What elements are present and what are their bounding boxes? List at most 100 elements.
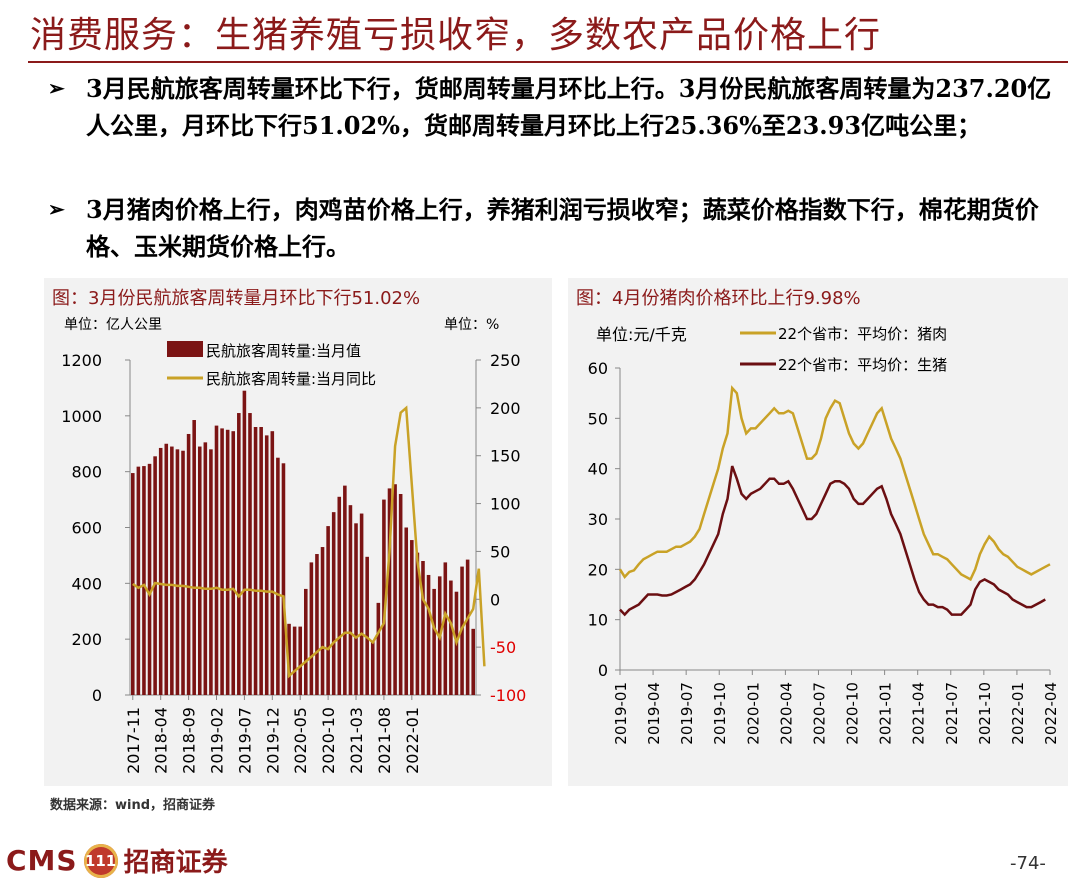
bar bbox=[225, 429, 230, 695]
bar bbox=[443, 562, 448, 695]
x-tick-label: 2020-10 bbox=[844, 682, 862, 745]
bar bbox=[348, 505, 353, 695]
x-tick-label: 2019-07 bbox=[235, 707, 254, 774]
y-tick-label: 10 bbox=[588, 611, 608, 630]
bar bbox=[343, 485, 347, 695]
x-tick-label: 2020-07 bbox=[810, 682, 828, 745]
pork-price-line bbox=[618, 385, 1051, 582]
bar bbox=[270, 431, 275, 695]
x-tick-label: 2018-04 bbox=[152, 707, 171, 774]
bar bbox=[153, 456, 157, 695]
x-tick-label: 2022-01 bbox=[403, 707, 422, 774]
bar bbox=[248, 413, 252, 695]
pork-chart-panel: 图：4月份猪肉价格环比上行9.98% 单位:元/千克 22个省市：平均价：猪肉 … bbox=[568, 278, 1068, 786]
page-number: -74- bbox=[1010, 853, 1046, 874]
bar bbox=[415, 552, 420, 695]
bar bbox=[331, 512, 336, 695]
aviation-chart-panel: 图：3月份民航旅客周转量月环比下行51.02% 单位：亿人公里 单位：% 民航旅… bbox=[44, 278, 552, 786]
left-tick-label: 1200 bbox=[61, 351, 102, 370]
right-tick-label: 50 bbox=[490, 542, 510, 561]
logo-cms-text: CMS bbox=[6, 844, 78, 877]
bar bbox=[136, 466, 141, 695]
x-tick-label: 2022-01 bbox=[1009, 682, 1027, 745]
bar bbox=[304, 588, 308, 695]
bar bbox=[298, 626, 302, 695]
bar bbox=[142, 466, 146, 695]
bar bbox=[449, 580, 453, 695]
bar bbox=[175, 449, 180, 695]
bar bbox=[264, 435, 269, 695]
bar bbox=[382, 499, 386, 695]
bullet-agriculture: ➢ 3月猪肉价格上行，肉鸡苗价格上行，养猪利润亏损收窄；蔬菜价格指数下行，棉花期… bbox=[48, 191, 1062, 265]
bar bbox=[181, 450, 185, 695]
bar bbox=[281, 463, 286, 695]
bar bbox=[197, 446, 202, 695]
left-tick-label: 800 bbox=[71, 463, 102, 482]
legend-bar-swatch bbox=[167, 341, 203, 357]
bar bbox=[315, 554, 319, 695]
legend-hog-label: 22个省市：平均价：生猪 bbox=[778, 356, 947, 374]
x-tick-label: 2021-01 bbox=[877, 682, 895, 745]
right-tick-label: 200 bbox=[490, 399, 521, 418]
bar bbox=[292, 626, 297, 695]
bar bbox=[203, 442, 208, 695]
x-tick-label: 2019-07 bbox=[678, 682, 696, 745]
right-tick-label: 150 bbox=[490, 447, 521, 466]
x-tick-label: 2021-10 bbox=[976, 682, 994, 745]
left-tick-label: 1000 bbox=[61, 407, 102, 426]
x-tick-label: 2017-11 bbox=[124, 707, 143, 774]
x-tick-label: 2020-01 bbox=[744, 682, 762, 745]
legend-pork-label: 22个省市：平均价：猪肉 bbox=[778, 325, 947, 343]
y-tick-label: 50 bbox=[588, 409, 608, 428]
legend-bar-label: 民航旅客周转量:当月值 bbox=[206, 342, 361, 360]
legend-line-label: 民航旅客周转量:当月同比 bbox=[206, 370, 376, 388]
y-tick-label: 60 bbox=[588, 359, 608, 378]
bullet-text: 3月民航旅客周转量环比下行，货邮周转量月环比上行。3月份民航旅客周转量为237.… bbox=[86, 74, 1052, 140]
bar bbox=[164, 443, 169, 695]
bar bbox=[242, 390, 247, 695]
data-source: 数据来源：wind，招商证券 bbox=[50, 798, 216, 813]
bar bbox=[404, 527, 409, 695]
bar bbox=[237, 413, 241, 695]
pork-chart-title: 图：4月份猪肉价格环比上行9.98% bbox=[576, 288, 861, 309]
bar bbox=[231, 431, 236, 695]
x-tick-label: 2021-03 bbox=[347, 707, 366, 774]
yoy-line bbox=[132, 405, 486, 679]
bar bbox=[209, 449, 213, 695]
y-tick-label: 20 bbox=[588, 560, 608, 579]
x-tick-label: 2021-04 bbox=[910, 682, 928, 745]
bar bbox=[158, 447, 163, 695]
bar bbox=[220, 428, 224, 695]
bar bbox=[186, 433, 191, 695]
right-tick-label: 100 bbox=[490, 495, 521, 514]
x-tick-label: 2019-04 bbox=[645, 682, 663, 745]
bullet-text: 3月猪肉价格上行，肉鸡苗价格上行，养猪利润亏损收窄；蔬菜价格指数下行，棉花期货价… bbox=[86, 195, 1039, 261]
y-tick-label: 40 bbox=[588, 460, 608, 479]
bullet-arrow-icon: ➢ bbox=[48, 197, 65, 221]
left-unit-label: 单位：亿人公里 bbox=[64, 317, 162, 333]
bar bbox=[370, 641, 375, 695]
bar bbox=[359, 513, 364, 695]
x-tick-label: 2020-10 bbox=[319, 707, 338, 774]
x-tick-label: 2020-05 bbox=[291, 707, 310, 774]
bar bbox=[398, 494, 403, 695]
bar bbox=[259, 427, 263, 695]
bar bbox=[465, 559, 470, 695]
x-tick-label: 2019-01 bbox=[612, 682, 630, 745]
bar bbox=[326, 526, 330, 695]
x-tick-label: 2022-04 bbox=[1042, 682, 1060, 745]
right-tick-label: -100 bbox=[490, 686, 526, 705]
left-tick-label: 400 bbox=[71, 574, 102, 593]
x-tick-label: 2018-09 bbox=[180, 707, 199, 774]
bar bbox=[147, 463, 152, 695]
aviation-chart-title: 图：3月份民航旅客周转量月环比下行51.02% bbox=[52, 288, 421, 309]
bar bbox=[376, 602, 381, 695]
bar bbox=[354, 523, 358, 695]
right-unit-label: 单位：% bbox=[444, 317, 499, 333]
right-tick-label: -50 bbox=[490, 638, 516, 657]
bullet-arrow-icon: ➢ bbox=[48, 76, 65, 100]
x-tick-label: 2020-04 bbox=[777, 682, 795, 745]
bar bbox=[426, 574, 431, 695]
bar bbox=[309, 562, 314, 695]
bar bbox=[214, 425, 219, 695]
